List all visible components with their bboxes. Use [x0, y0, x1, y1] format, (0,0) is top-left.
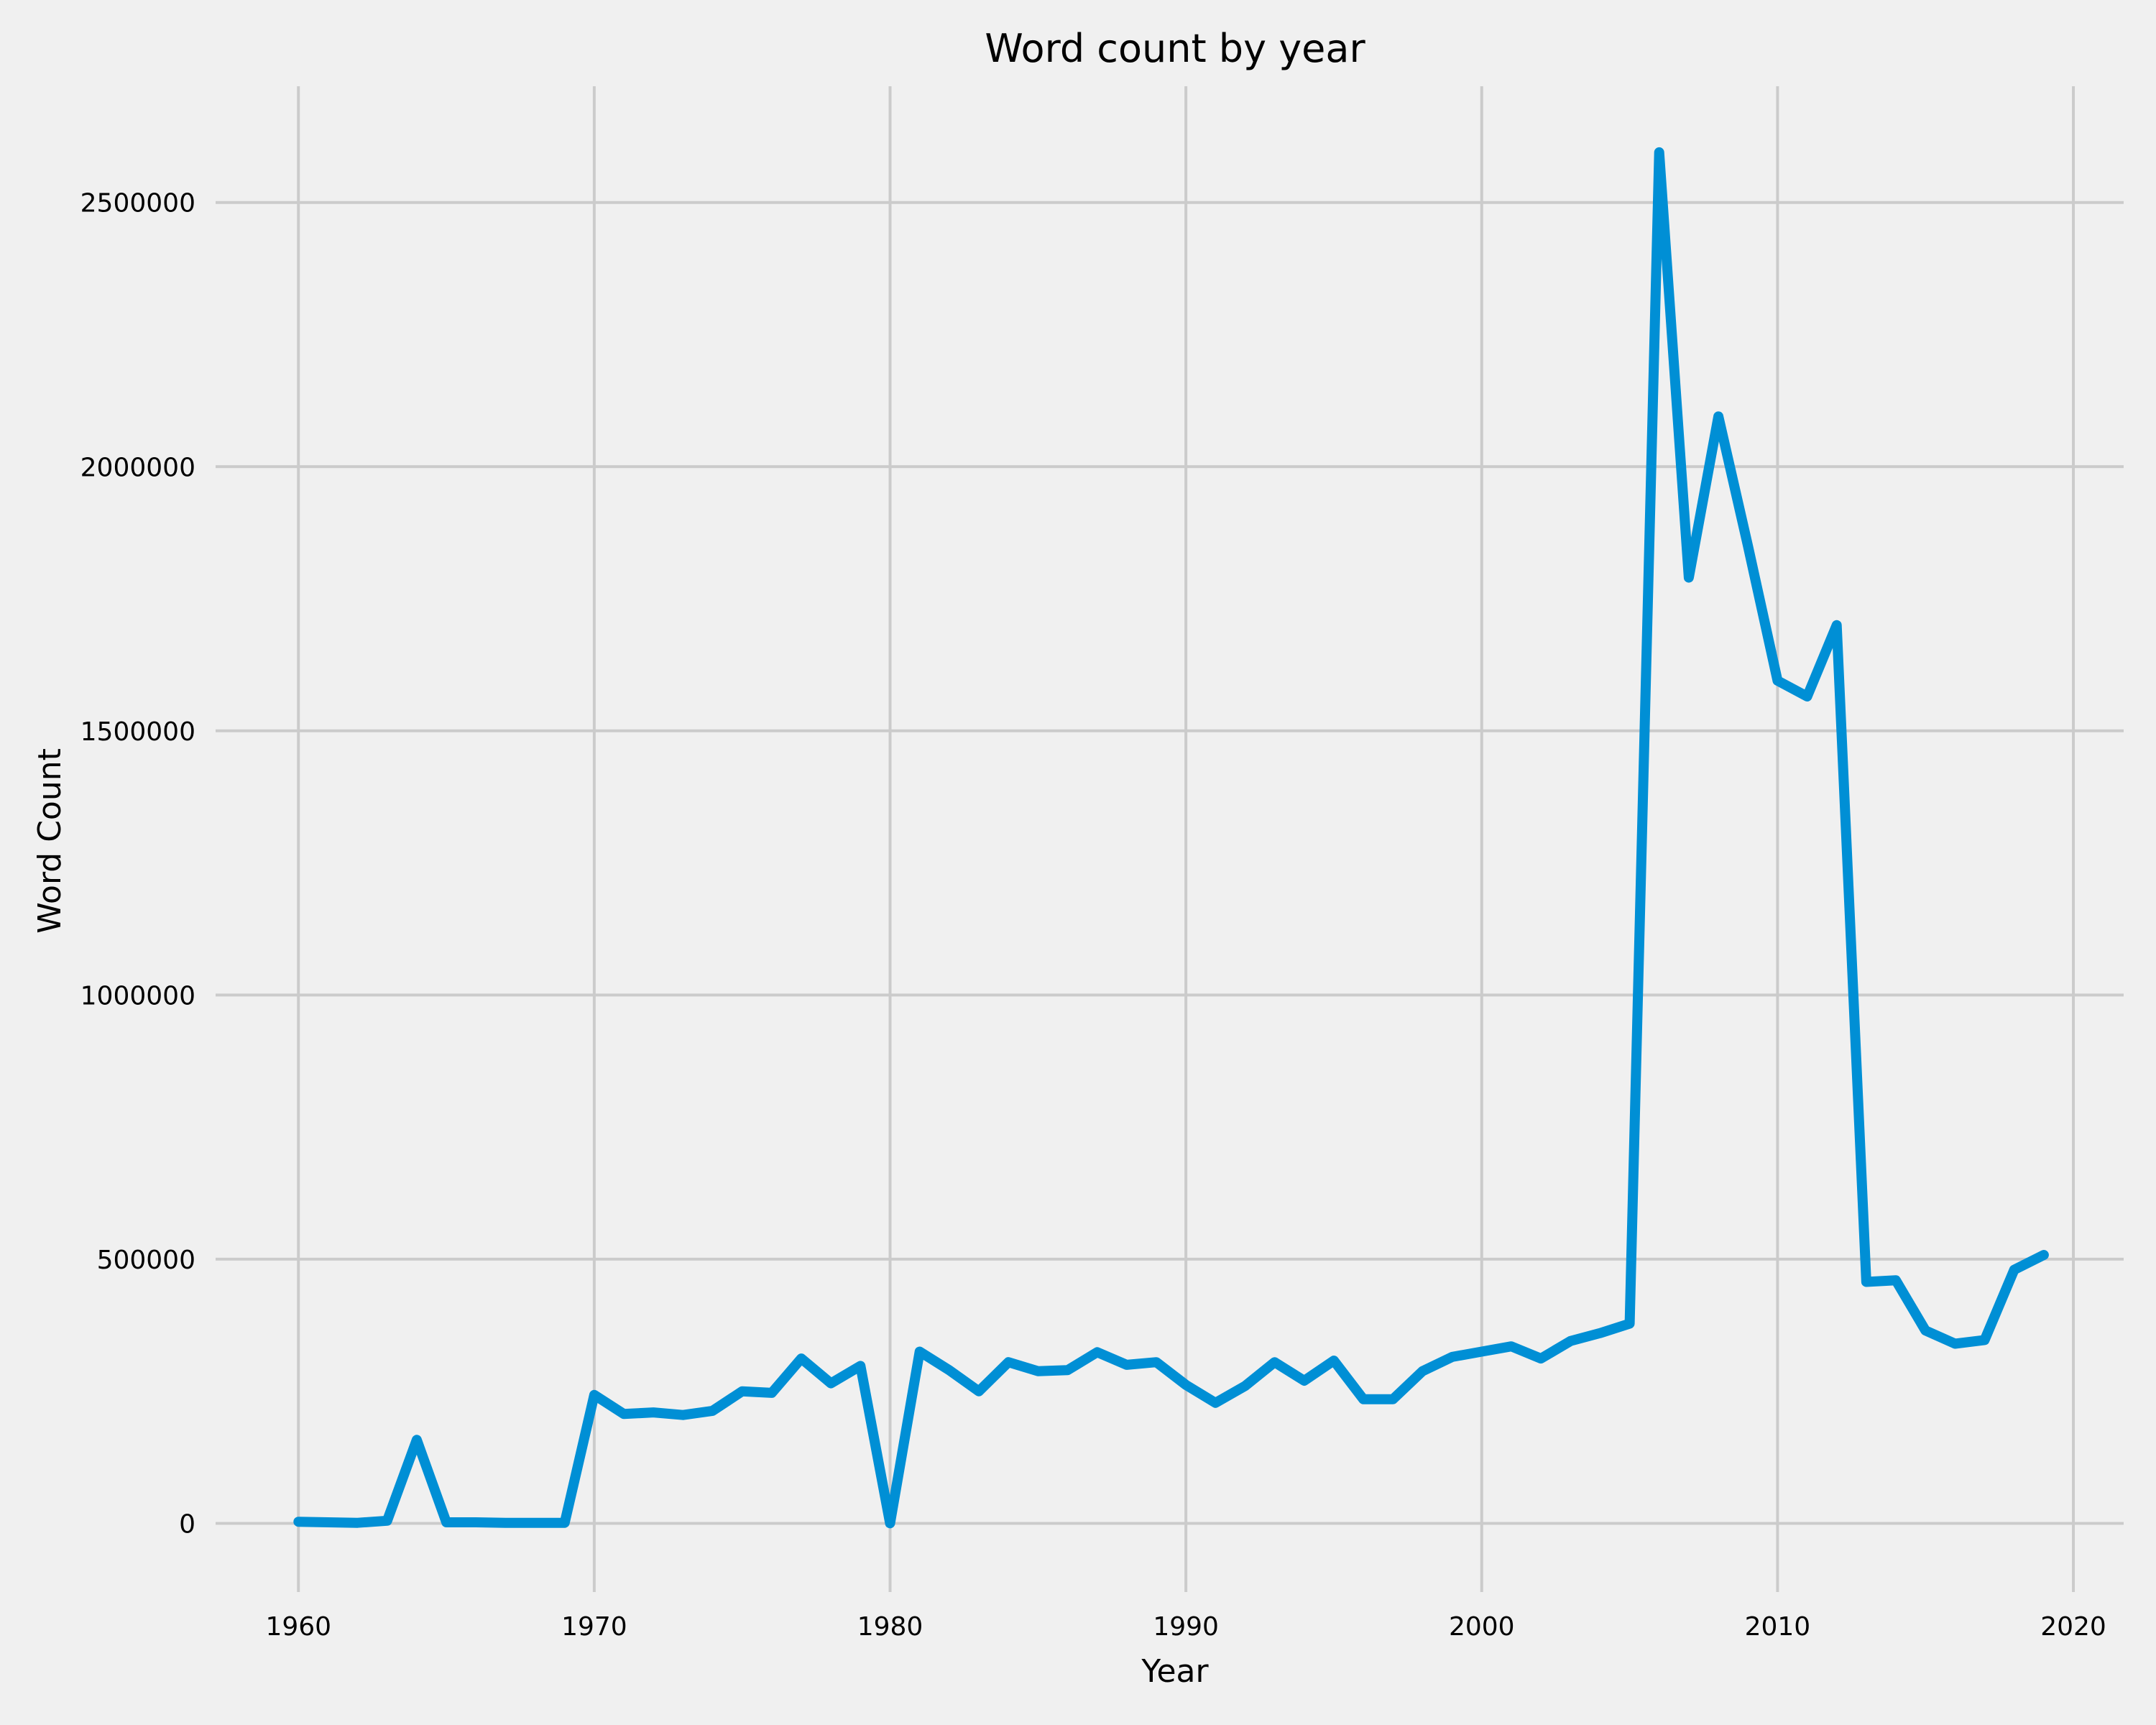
y-tick-label: 1500000	[80, 717, 195, 747]
x-tick-label: 1970	[561, 1612, 627, 1642]
y-tick-label: 500000	[97, 1246, 195, 1275]
tick-labels: 0 500000 1000000 1500000 2000000 2500000 1960 1…	[80, 189, 2106, 1642]
y-tick-label: 2000000	[80, 453, 195, 482]
x-tick-label: 1980	[857, 1612, 923, 1642]
x-tick-label: 1990	[1153, 1612, 1219, 1642]
series-layer	[293, 147, 2049, 1529]
x-tick-label: 1960	[265, 1612, 331, 1642]
chart-title: Word count by year	[985, 26, 1365, 71]
x-tick-label: 2010	[1745, 1612, 1811, 1642]
y-tick-label: 2500000	[80, 189, 195, 218]
x-tick-label: 2000	[1449, 1612, 1515, 1642]
y-tick-label: 0	[179, 1509, 195, 1539]
y-tick-label: 1000000	[80, 981, 195, 1011]
series-line	[293, 147, 2049, 1529]
x-tick-label: 2020	[2040, 1612, 2106, 1642]
grid	[216, 86, 2124, 1592]
y-axis-label: Word Count	[32, 748, 68, 934]
x-axis-label: Year	[1141, 1653, 1209, 1690]
